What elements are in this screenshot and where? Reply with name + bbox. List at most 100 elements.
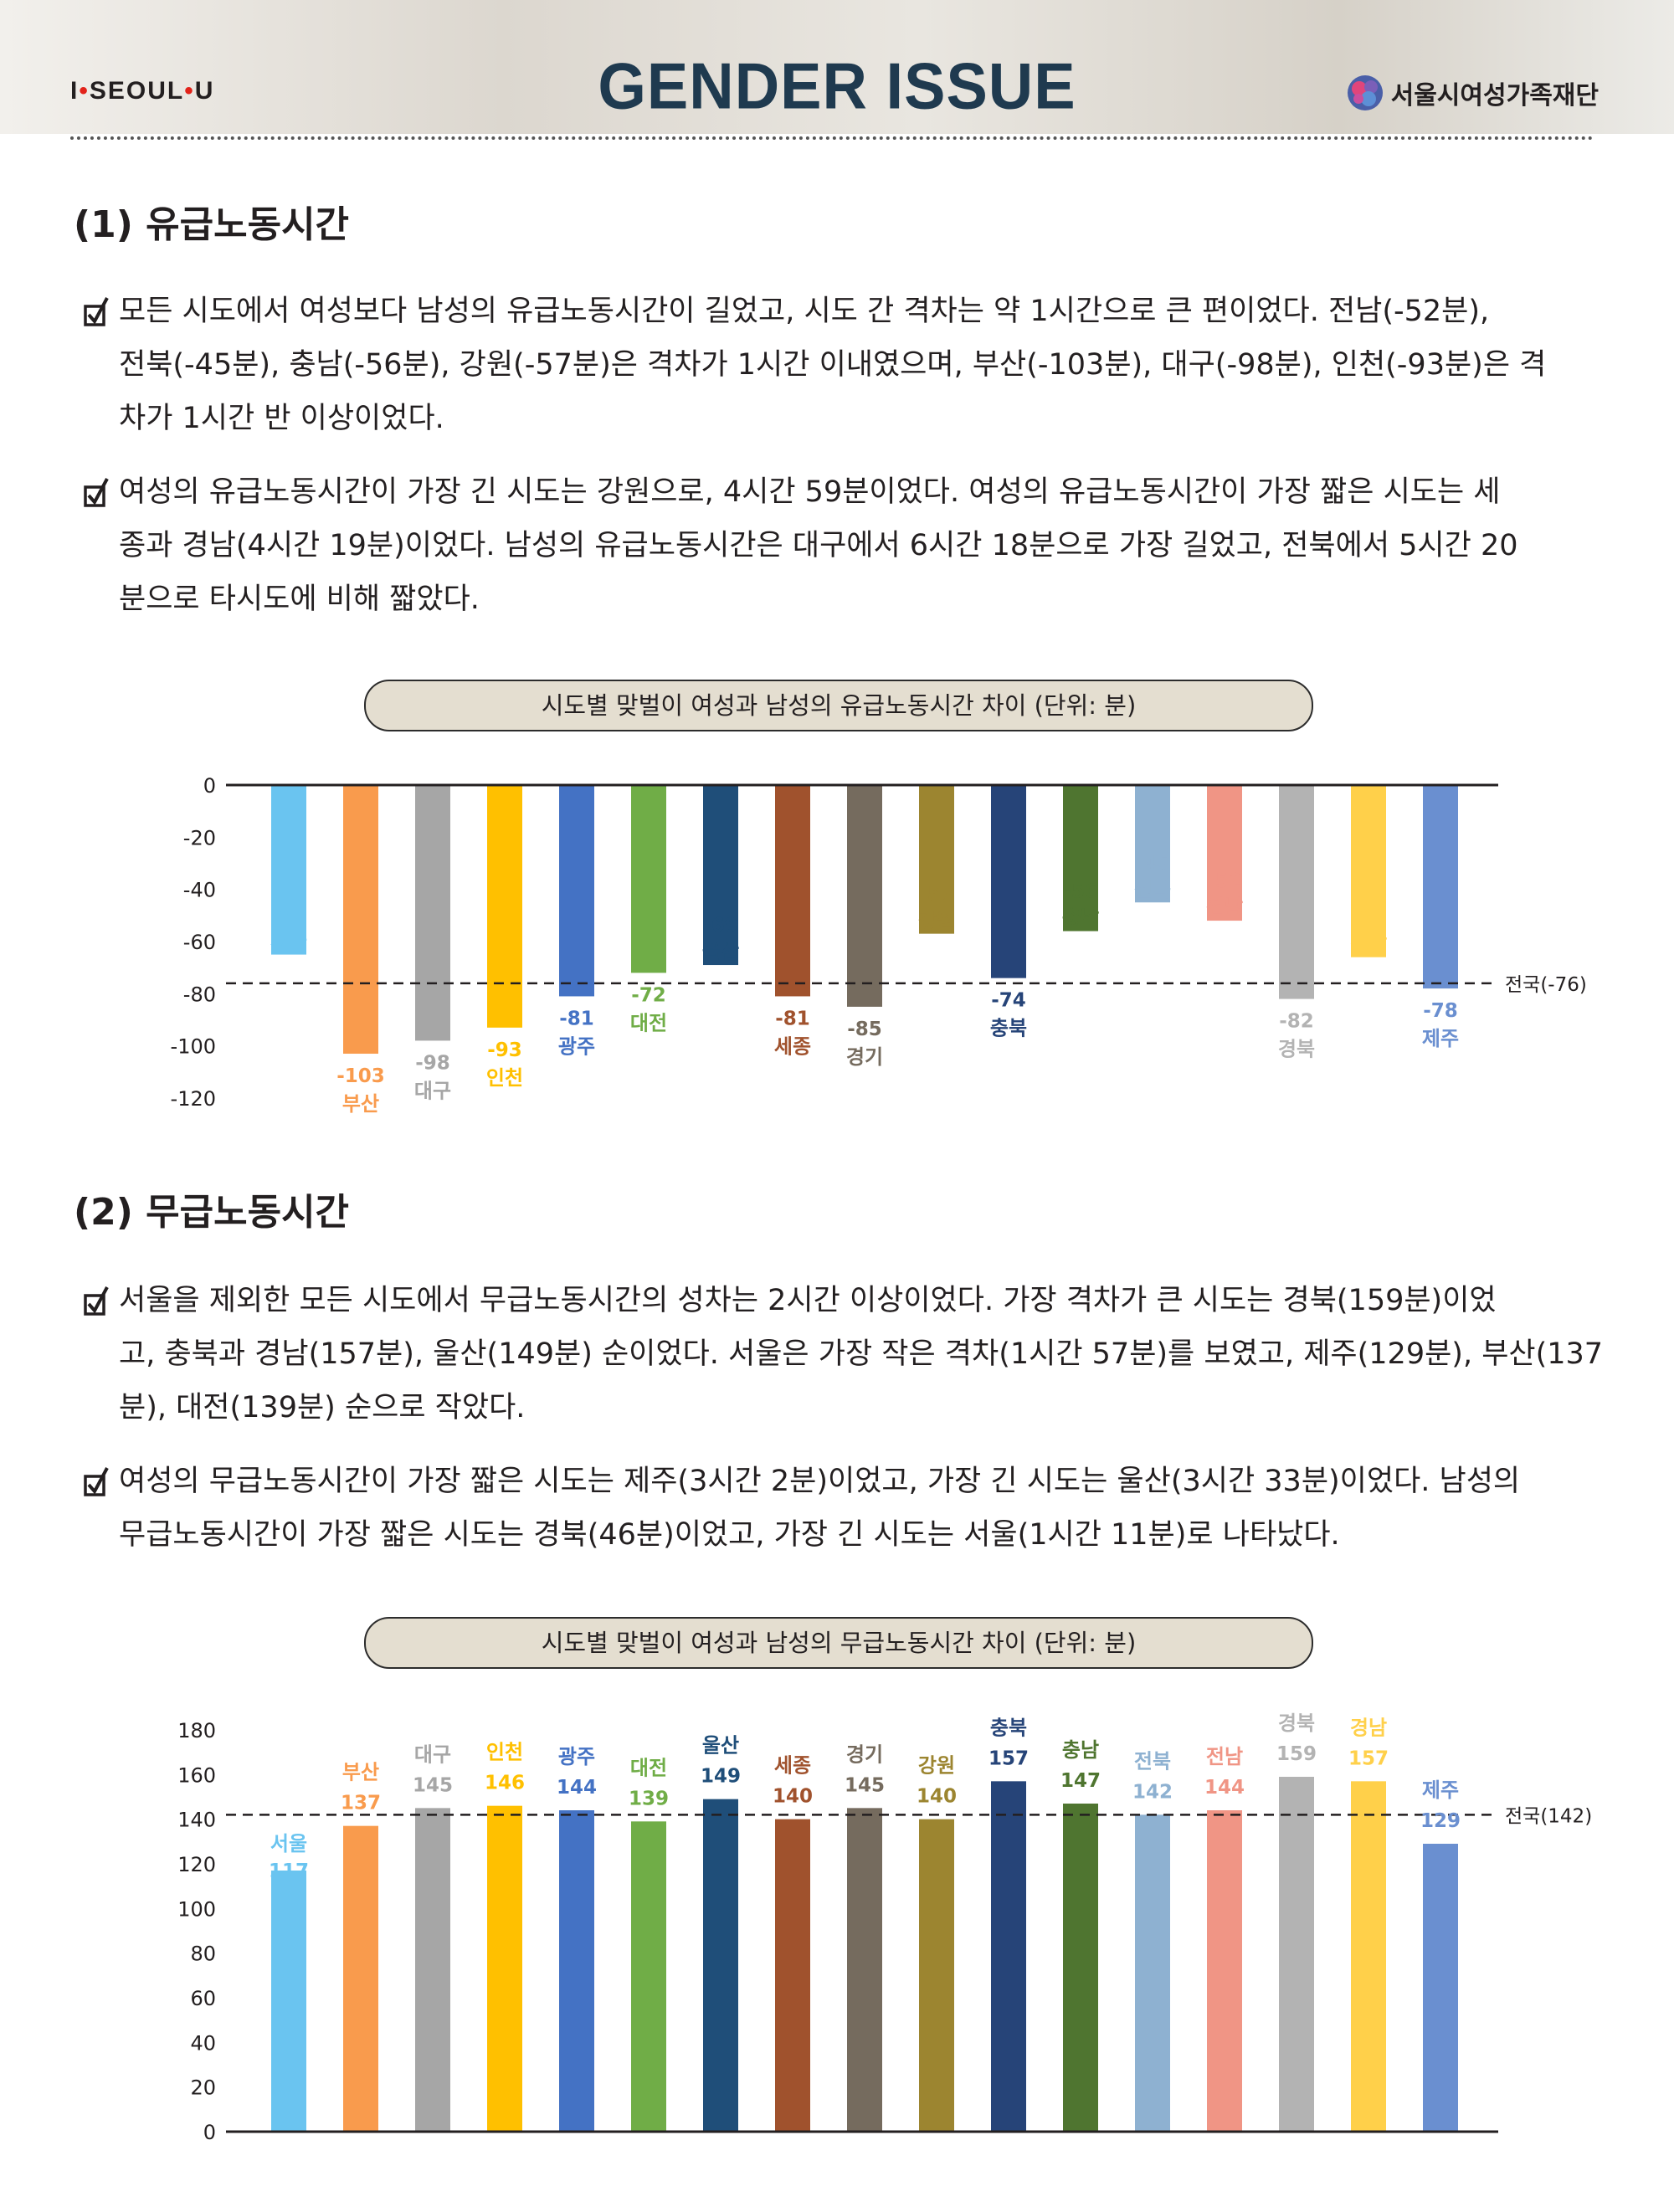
data-label: 144 [557,1777,597,1799]
y-tick-label: 80 [190,1943,216,1966]
bullet-line: 분으로 타시도에 비해 짧았다. [119,583,480,616]
category-label: 제주 [1422,1778,1459,1802]
data-label: 159 [1276,1743,1317,1765]
data-label: -78 [1423,1000,1458,1022]
data-label: 145 [845,1774,885,1796]
bar [991,1781,1026,2132]
y-tick-label: -40 [183,879,216,902]
bar [631,1821,666,2132]
bar [343,1825,378,2132]
category-label: 충남 [1062,906,1099,930]
data-label: 129 [1420,1810,1461,1832]
checkbox-checked-icon [84,478,109,507]
bar [1207,785,1242,921]
category-label: 대전 [630,1756,667,1779]
category-label: 광주 [558,1034,595,1058]
logo-left-part: SEOUL [89,77,185,105]
y-tick-label: 160 [177,1763,216,1787]
category-label: 경기 [846,1742,883,1766]
national-average-label: 전국(142) [1505,1805,1592,1827]
data-label: -45 [1135,852,1170,874]
data-label: 137 [341,1793,381,1814]
data-label: 157 [988,1748,1029,1769]
category-label: 경북 [1278,1712,1315,1735]
data-label: 140 [773,1786,813,1808]
category-label: 경북 [1278,1038,1315,1061]
bullet-line: 전북(-45분), 충남(-56분), 강원(-57분)은 격차가 1시간 이내… [119,348,1547,382]
data-label: -72 [631,984,666,1006]
bullet-line: 여성의 무급노동시간이 가장 짧은 시도는 제주(3시간 2분)이었고, 가장 … [119,1465,1521,1498]
data-label: -65 [271,905,306,926]
bar [271,785,306,955]
i-seoul-u-logo: I•SEOUL•U [70,77,214,105]
data-label: 146 [485,1773,525,1794]
data-label: 157 [1348,1748,1389,1769]
bar [1135,785,1170,903]
category-label: 전북 [1134,877,1171,901]
category-label: 울산 [702,1734,739,1758]
foundation-name: 서울시여성가족재단 [1390,81,1599,110]
data-label: -74 [991,990,1026,1012]
category-label: 인천 [486,1741,523,1764]
category-label: 서울 [270,930,307,953]
bar [1351,1781,1386,2132]
data-label: 149 [701,1766,741,1788]
foundation-logo: 서울시여성가족재단 [1346,74,1599,112]
data-label: -98 [415,1052,450,1074]
bar [1423,1844,1458,2132]
bar [559,785,594,997]
y-tick-label: 140 [177,1809,216,1832]
bar [487,1805,522,2132]
y-tick-label: -20 [183,826,216,849]
category-label: 부산 [342,1761,379,1784]
category-label: 전남 [1206,1745,1243,1768]
y-tick-label: -80 [183,983,216,1006]
bar [1423,785,1458,989]
y-tick-label: 40 [190,2031,216,2055]
y-tick-label: 120 [177,1853,216,1876]
data-label: 144 [1204,1777,1245,1799]
data-label: -52 [1207,870,1242,892]
bar [1063,1804,1098,2132]
y-tick-label: 20 [190,2076,216,2100]
bullet-line: 고, 충북과 경남(157분), 울산(149분) 순이었다. 서울은 가장 작… [119,1337,1604,1371]
bar [919,1819,954,2132]
data-label: 117 [269,1860,309,1882]
y-tick-label: 60 [190,1987,216,2010]
category-label: 충북 [990,1716,1027,1739]
y-tick-label: -60 [183,931,216,954]
bullet-paragraph: 모든 시도에서 여성보다 남성의 유급노동시간이 길었고, 시도 간 격차는 약… [84,285,1590,445]
paid-work-gap-chart: 0 -20 -40 -60 -80 -100 -120 전국(-76) -65 서울 -103 부산 -… [171,774,1587,1116]
bar [487,785,522,1028]
logo-left-part: U [194,77,215,105]
data-label: -82 [1279,1011,1314,1033]
bullet-paragraph: 여성의 유급노동시간이 가장 긴 시도는 강원으로, 4시간 59분이었다. 여… [84,465,1590,626]
bullet-line: 모든 시도에서 여성보다 남성의 유급노동시간이 길었고, 시도 간 격차는 약… [119,295,1490,328]
category-label: 경기 [846,1045,883,1069]
bullet-paragraph: 여성의 무급노동시간이 가장 짧은 시도는 제주(3시간 2분)이었고, 가장 … [84,1455,1590,1562]
bar [343,785,378,1055]
chart-title-paid-work: 시도별 맞벌이 여성과 남성의 유급노동시간 차이 (단위: 분) [364,680,1313,731]
logo-left-part: I [70,77,80,105]
category-label: 강원 [918,1754,955,1778]
data-label: 147 [1060,1770,1101,1792]
category-label: 광주 [558,1745,595,1768]
bar [1207,1810,1242,2132]
data-label: 140 [917,1786,957,1808]
bullet-line: 서울을 제외한 모든 시도에서 무급노동시간의 성차는 2시간 이상이었다. 가… [119,1284,1497,1317]
bullet-line: 여성의 유급노동시간이 가장 긴 시도는 강원으로, 4시간 59분이었다. 여… [119,475,1501,509]
y-tick-label: -100 [171,1035,216,1059]
category-label: 강원 [918,909,955,932]
checkbox-checked-icon [84,1286,109,1316]
y-tick-label: 0 [203,2121,216,2144]
bullet-line: 종과 경남(4시간 19분)이었다. 남성의 유급노동시간은 대구에서 6시간 … [119,529,1518,562]
header-band [0,0,1674,134]
data-label: -56 [1063,881,1098,903]
bullet-paragraph: 서울을 제외한 모든 시도에서 무급노동시간의 성차는 2시간 이상이었다. 가… [84,1274,1604,1434]
bar [415,785,450,1041]
category-label: 경남 [1350,932,1387,956]
data-label: -81 [559,1008,594,1029]
bullet-line: 무급노동시간이 가장 짧은 시도는 경북(46분)이었고, 가장 긴 시도는 서… [119,1518,1340,1552]
data-label: -85 [847,1019,882,1040]
data-label: 145 [413,1774,453,1796]
